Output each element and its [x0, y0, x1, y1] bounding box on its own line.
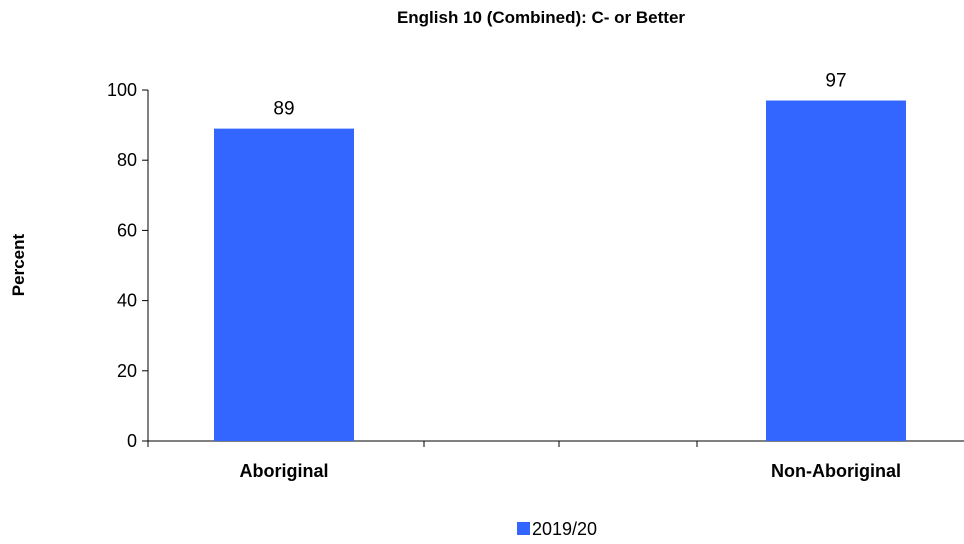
y-tick-label: 60	[117, 220, 137, 240]
y-axis-label: Percent	[9, 233, 28, 296]
bar-series: 89 97	[214, 71, 906, 442]
y-tick-label: 40	[117, 291, 137, 311]
bar	[766, 100, 906, 441]
chart-title: English 10 (Combined): C- or Better	[397, 8, 685, 27]
bar-value-label: 97	[825, 71, 846, 92]
y-tick-label: 100	[107, 80, 137, 100]
y-tick-label: 20	[117, 361, 137, 381]
legend: 2019/20	[517, 519, 597, 539]
y-tick-label: 80	[117, 150, 137, 170]
legend-swatch	[517, 522, 530, 535]
y-tick-label: 0	[127, 431, 137, 451]
x-axis: Aboriginal Non-Aboriginal	[147, 440, 964, 481]
bar	[214, 128, 354, 442]
x-category-label: Aboriginal	[240, 461, 329, 481]
legend-label: 2019/20	[532, 519, 597, 539]
y-axis: 0 20 40 60 80 100	[107, 80, 149, 451]
bar-value-label: 89	[273, 99, 294, 120]
x-category-label: Non-Aboriginal	[771, 461, 901, 481]
